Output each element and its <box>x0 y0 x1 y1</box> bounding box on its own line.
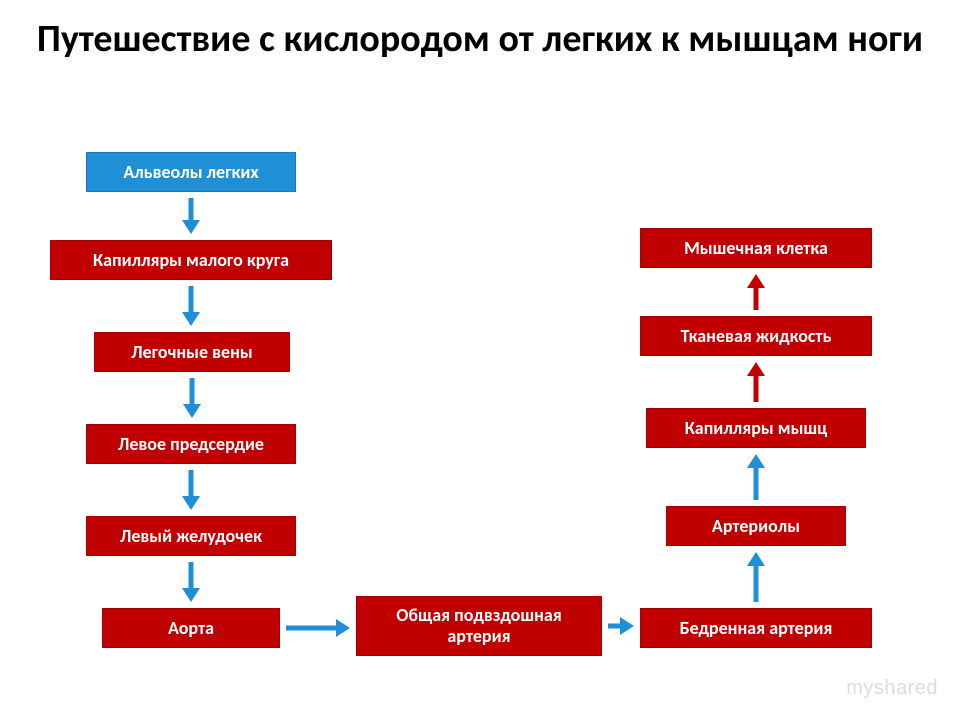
flow-node-n2: Капилляры малого круга <box>50 240 332 280</box>
flow-arrow <box>183 378 201 418</box>
flow-node-n8: Бедренная артерия <box>640 608 872 648</box>
flow-arrow <box>747 552 765 602</box>
flow-arrow <box>182 562 200 602</box>
flow-arrow <box>286 619 350 637</box>
flow-node-n5: Левый желудочек <box>86 516 296 556</box>
watermark: myshared <box>846 677 938 700</box>
flow-node-n10: Капилляры мышц <box>646 408 866 448</box>
slide-title: Путешествие с кислородом от легких к мыш… <box>0 18 960 62</box>
flow-node-n3: Легочные вены <box>94 332 290 372</box>
flow-arrow <box>747 362 765 402</box>
flow-node-n1: Альвеолы легких <box>86 152 296 192</box>
flow-node-n6: Аорта <box>102 608 280 648</box>
flow-node-n4: Левое предсердие <box>86 424 296 464</box>
flow-arrow <box>747 274 765 310</box>
flow-arrow <box>608 617 634 635</box>
flow-node-n7: Общая подвздошная артерия <box>356 596 602 656</box>
flow-arrow <box>182 198 200 234</box>
flow-arrow <box>182 286 200 326</box>
flow-node-n12: Мышечная клетка <box>640 228 872 268</box>
flow-arrow <box>747 454 765 500</box>
flow-node-n11: Тканевая жидкость <box>640 316 872 356</box>
flow-node-n9: Артериолы <box>666 506 846 546</box>
flow-arrow <box>182 470 200 510</box>
